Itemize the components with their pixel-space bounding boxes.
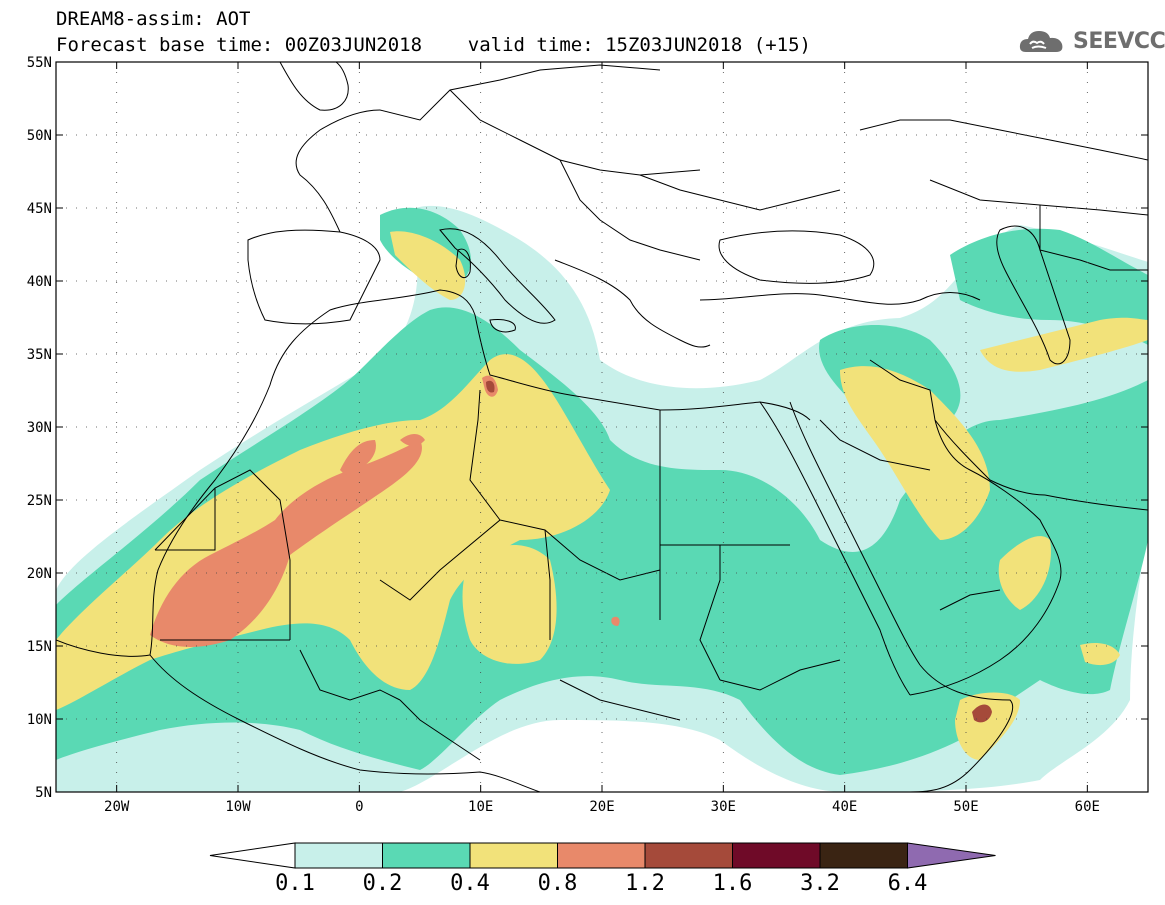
forecast-time-line: Forecast base time: 00Z03JUN2018 valid t… bbox=[56, 34, 811, 56]
lon-tick-label: 10W bbox=[225, 799, 251, 815]
colorbar-segment bbox=[382, 842, 471, 869]
colorbar-segment bbox=[644, 842, 733, 869]
lon-tick-label: 50E bbox=[953, 799, 978, 815]
coastlines bbox=[56, 62, 1148, 792]
aot-field bbox=[56, 205, 1148, 792]
lat-tick-label: 5N bbox=[35, 785, 52, 801]
colorbar-segment bbox=[557, 842, 646, 869]
colorbar-arrow-low bbox=[209, 842, 296, 869]
colorbar-label: 0.4 bbox=[450, 871, 490, 896]
colorbar-label: 0.2 bbox=[363, 871, 403, 896]
lat-tick-label: 30N bbox=[27, 420, 52, 436]
lon-tick-label: 30E bbox=[711, 799, 736, 815]
lon-tick-label: 0 bbox=[355, 799, 363, 815]
colorbar-segment bbox=[469, 842, 558, 869]
map-title: DREAM8-assim: AOT bbox=[56, 8, 251, 30]
graticule bbox=[56, 62, 1148, 792]
axis-ticks: 55N 50N 45N 40N 35N 30N 25N 20N 15N 10N 5N 20W 10W 0 1… bbox=[27, 55, 1148, 815]
colorbar-label: 3.2 bbox=[800, 871, 840, 896]
lon-tick-label: 40E bbox=[832, 799, 857, 815]
lat-tick-label: 55N bbox=[27, 55, 52, 71]
colorbar-label: 1.6 bbox=[713, 871, 753, 896]
lat-tick-label: 50N bbox=[27, 128, 52, 144]
lon-tick-label: 20E bbox=[589, 799, 614, 815]
colorbar-label: 1.2 bbox=[625, 871, 665, 896]
cloud-icon bbox=[1019, 31, 1063, 52]
colorbar: 0.1 0.2 0.4 0.8 1.2 1.6 3.2 6.4 bbox=[209, 842, 996, 896]
colorbar-segment bbox=[819, 842, 908, 869]
lat-tick-label: 45N bbox=[27, 201, 52, 217]
colorbar-label: 0.8 bbox=[538, 871, 578, 896]
lon-tick-label: 10E bbox=[468, 799, 493, 815]
lon-tick-label: 60E bbox=[1075, 799, 1100, 815]
colorbar-segment bbox=[294, 842, 383, 869]
lat-tick-label: 10N bbox=[27, 712, 52, 728]
colorbar-label: 6.4 bbox=[888, 871, 928, 896]
colorbar-label: 0.1 bbox=[275, 871, 315, 896]
colorbar-segment bbox=[732, 842, 821, 869]
lat-tick-label: 35N bbox=[27, 347, 52, 363]
lat-tick-label: 15N bbox=[27, 639, 52, 655]
lat-tick-label: 40N bbox=[27, 274, 52, 290]
lat-tick-label: 25N bbox=[27, 493, 52, 509]
colorbar-arrow-high bbox=[907, 842, 996, 869]
logo-text: SEEVCCC bbox=[1073, 29, 1165, 54]
lat-tick-label: 20N bbox=[27, 566, 52, 582]
lon-tick-label: 20W bbox=[104, 799, 130, 815]
